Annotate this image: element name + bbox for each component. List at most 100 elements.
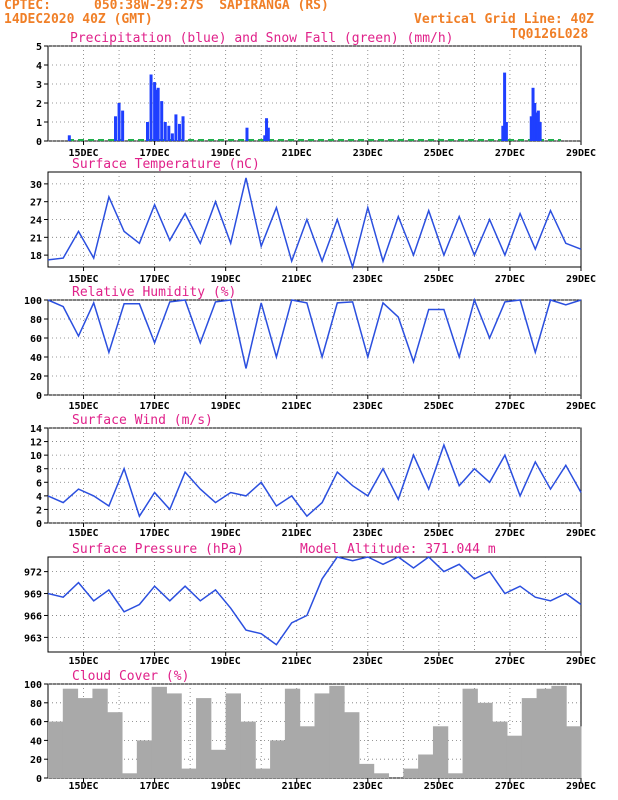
precip-bar — [538, 122, 542, 141]
y-tick-label: 14 — [30, 424, 42, 435]
precip-bar — [154, 89, 158, 141]
cloud-bar — [492, 721, 508, 778]
cloud-bar — [77, 698, 93, 778]
precip-bar — [145, 122, 149, 141]
precip-bar — [531, 87, 535, 141]
cloud-bar — [373, 773, 390, 778]
panel-frame — [47, 556, 582, 653]
panel-title: Surface Pressure (hPa) — [72, 542, 244, 557]
x-tick-label: 29DEC — [566, 781, 596, 792]
x-tick-label: 21DEC — [282, 528, 312, 539]
x-tick-label: 27DEC — [495, 528, 525, 539]
x-tick-label: 23DEC — [353, 274, 383, 285]
y-tick-label: 80 — [30, 315, 42, 326]
cloud-bar — [521, 698, 538, 778]
header-code: TQ0126L028 — [510, 27, 589, 42]
x-tick-label: 21DEC — [282, 656, 312, 667]
y-tick-label: 5 — [36, 42, 42, 53]
x-tick-label: 23DEC — [353, 528, 383, 539]
x-tick-label: 21DEC — [282, 274, 312, 285]
x-tick-label: 29DEC — [566, 274, 596, 285]
x-tick-label: 15DEC — [68, 148, 98, 159]
cloud-bar — [418, 754, 434, 778]
precip-bar — [174, 114, 178, 141]
series-line — [47, 556, 582, 646]
precip-bar — [536, 110, 540, 141]
x-tick-label: 29DEC — [566, 656, 596, 667]
x-tick-label: 17DEC — [140, 274, 170, 285]
precip-bar — [114, 116, 118, 141]
y-tick-label: 20 — [30, 755, 42, 766]
cloud-bar — [62, 688, 79, 778]
cloud-bar — [358, 763, 375, 778]
y-tick-label: 972 — [24, 568, 42, 579]
precip-bar — [181, 116, 185, 141]
y-tick-label: 0 — [36, 391, 42, 402]
y-tick-label: 8 — [36, 465, 42, 476]
y-tick-label: 30 — [30, 180, 42, 191]
precip-bar — [160, 101, 164, 141]
cloud-bar — [122, 773, 138, 778]
cloud-bar — [48, 721, 64, 778]
precip-bar — [266, 127, 270, 141]
x-tick-label: 25DEC — [424, 274, 454, 285]
x-tick-label: 23DEC — [353, 401, 383, 412]
x-tick-label: 29DEC — [566, 401, 596, 412]
cloud-bar — [270, 740, 286, 778]
y-tick-label: 1 — [36, 118, 42, 129]
precip-bar — [163, 122, 167, 141]
precip-bar — [170, 133, 174, 141]
y-tick-label: 963 — [24, 633, 42, 644]
panel-2: 18 21 24 27 30 15DEC 17DEC 19DEC 21DEC 23DEC 25DEC… — [30, 157, 596, 285]
y-tick-label: 18 — [30, 251, 42, 262]
precip-bar — [156, 87, 160, 141]
x-tick-label: 17DEC — [140, 148, 170, 159]
precip-bar — [117, 103, 121, 141]
panel-title: Surface Temperature (nC) — [72, 157, 260, 172]
cloud-bar — [536, 688, 552, 778]
x-tick-label: 19DEC — [211, 401, 241, 412]
precip-bar — [167, 125, 171, 141]
y-tick-label: 20 — [30, 372, 42, 383]
panel-title: Cloud Cover (%) — [72, 669, 189, 684]
y-tick-label: 24 — [30, 216, 42, 227]
panel-frame — [47, 427, 582, 524]
precip-bar — [67, 135, 71, 141]
panel-annotation: Model Altitude: 371.044 m — [300, 542, 496, 557]
precip-bar — [265, 118, 269, 141]
x-tick-label: 27DEC — [495, 656, 525, 667]
cloud-bar — [151, 686, 167, 778]
x-tick-label: 19DEC — [211, 148, 241, 159]
y-tick-label: 21 — [30, 233, 42, 244]
y-tick-label: 4 — [36, 61, 42, 72]
y-tick-label: 2 — [36, 99, 42, 110]
panel-title: Precipitation (blue) and Snow Fall (gree… — [70, 31, 454, 46]
cloud-bar — [462, 688, 478, 778]
precip-bar — [263, 135, 267, 141]
x-tick-label: 19DEC — [211, 781, 241, 792]
precip-bar — [529, 116, 533, 141]
x-tick-label: 27DEC — [495, 781, 525, 792]
header-run: 14DEC2020 40Z (GMT) — [4, 12, 153, 27]
x-tick-label: 29DEC — [566, 528, 596, 539]
cloud-bar — [166, 693, 182, 778]
cloud-bar — [196, 698, 212, 778]
y-tick-label: 27 — [30, 198, 42, 209]
y-tick-label: 100 — [24, 680, 42, 691]
series-line — [47, 442, 582, 518]
x-tick-label: 15DEC — [68, 401, 98, 412]
panel-6: 0 20 40 60 80 100 15DEC 17DEC 19DEC 21DEC 23DEC 25D… — [24, 669, 596, 792]
cloud-bar — [329, 685, 345, 778]
y-tick-label: 60 — [30, 718, 42, 729]
precip-bar — [504, 122, 508, 141]
x-tick-label: 19DEC — [211, 274, 241, 285]
x-tick-label: 21DEC — [282, 781, 312, 792]
x-tick-label: 25DEC — [424, 148, 454, 159]
y-tick-label: 2 — [36, 505, 42, 516]
cloud-bar — [344, 712, 360, 778]
y-tick-label: 0 — [36, 774, 42, 785]
header-source: CPTEC: — [4, 0, 51, 13]
y-tick-label: 60 — [30, 334, 42, 345]
precip-bar — [533, 103, 537, 141]
